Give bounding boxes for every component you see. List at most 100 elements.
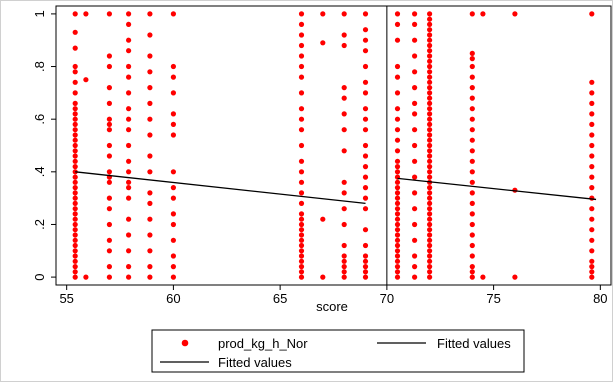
data-point (362, 48, 369, 54)
data-point (469, 116, 475, 122)
data-point (106, 153, 112, 159)
data-point (72, 179, 78, 185)
x-tick-label: 75 (486, 291, 500, 306)
data-point (126, 11, 132, 17)
data-point (72, 190, 78, 196)
x-axis: 55 60 65 70 75 80 (59, 285, 608, 306)
data-point (298, 90, 305, 96)
data-point (480, 274, 486, 280)
data-point (298, 274, 305, 280)
data-point (589, 121, 595, 127)
data-point (72, 11, 78, 17)
data-point (106, 100, 112, 106)
data-point (427, 127, 433, 133)
data-point (427, 85, 433, 91)
data-point (427, 174, 433, 180)
data-point (72, 237, 78, 243)
data-point (170, 111, 176, 117)
data-point (147, 100, 153, 106)
data-point (341, 32, 347, 38)
data-point (362, 274, 369, 280)
data-point (126, 232, 132, 238)
y-tick-label: .8 (32, 61, 47, 72)
data-point (126, 185, 132, 191)
data-point (147, 169, 153, 175)
data-point (427, 242, 433, 249)
data-point (147, 32, 153, 38)
data-point (147, 274, 153, 280)
data-point (394, 237, 401, 243)
data-point (170, 121, 176, 127)
data-point (320, 274, 326, 280)
data-point (589, 174, 595, 180)
x-tick-label: 65 (273, 291, 287, 306)
data-point (341, 85, 347, 91)
data-point (427, 121, 433, 127)
data-point (83, 77, 89, 83)
data-point (362, 116, 369, 122)
data-point (362, 37, 369, 43)
data-point (469, 106, 475, 112)
data-point (170, 132, 176, 138)
data-point (320, 216, 326, 222)
data-point (589, 237, 595, 243)
data-point (394, 216, 401, 222)
data-point (298, 158, 305, 164)
data-point (427, 206, 433, 212)
data-point (298, 11, 305, 17)
data-point (427, 232, 433, 238)
data-point (83, 274, 89, 280)
data-point (72, 242, 78, 249)
data-point (72, 232, 78, 238)
data-point (427, 148, 433, 154)
data-point (362, 258, 369, 264)
data-point (106, 248, 112, 254)
data-point (72, 121, 78, 127)
data-point (469, 179, 475, 185)
data-point (589, 11, 595, 17)
data-point (298, 221, 305, 228)
data-point (106, 179, 112, 185)
data-point (469, 211, 475, 217)
data-point (170, 169, 176, 175)
data-point (72, 142, 78, 149)
data-point (394, 90, 401, 96)
data-point (72, 153, 78, 159)
y-tick-label: .6 (32, 114, 47, 125)
data-point (298, 169, 305, 175)
data-point (427, 169, 433, 175)
data-point (147, 11, 153, 17)
data-point (106, 53, 112, 59)
data-point (126, 63, 132, 70)
data-point (512, 274, 518, 280)
data-point (394, 74, 401, 80)
data-point (72, 69, 78, 75)
data-point (362, 27, 369, 33)
data-point (147, 248, 153, 254)
data-point (362, 185, 369, 191)
data-point (126, 90, 132, 96)
data-point (589, 264, 595, 270)
data-point (427, 248, 433, 254)
data-point (394, 106, 401, 112)
data-point (72, 258, 78, 264)
plot-area (55, 5, 612, 286)
legend: prod_kg_h_Nor Fitted values Fitted value… (151, 329, 525, 373)
data-point (469, 11, 475, 17)
data-point (170, 63, 176, 70)
data-point (72, 148, 78, 154)
data-point (589, 100, 595, 106)
data-point (362, 253, 369, 259)
data-point (106, 63, 112, 70)
data-point (341, 242, 347, 249)
data-point (394, 164, 401, 170)
data-point (72, 174, 78, 180)
data-point (83, 11, 89, 17)
data-point (427, 269, 433, 275)
data-point (427, 74, 433, 80)
data-point (72, 227, 78, 233)
data-point (106, 85, 112, 91)
data-point (412, 100, 418, 106)
x-axis-label: score (316, 299, 348, 314)
data-point (469, 63, 475, 70)
